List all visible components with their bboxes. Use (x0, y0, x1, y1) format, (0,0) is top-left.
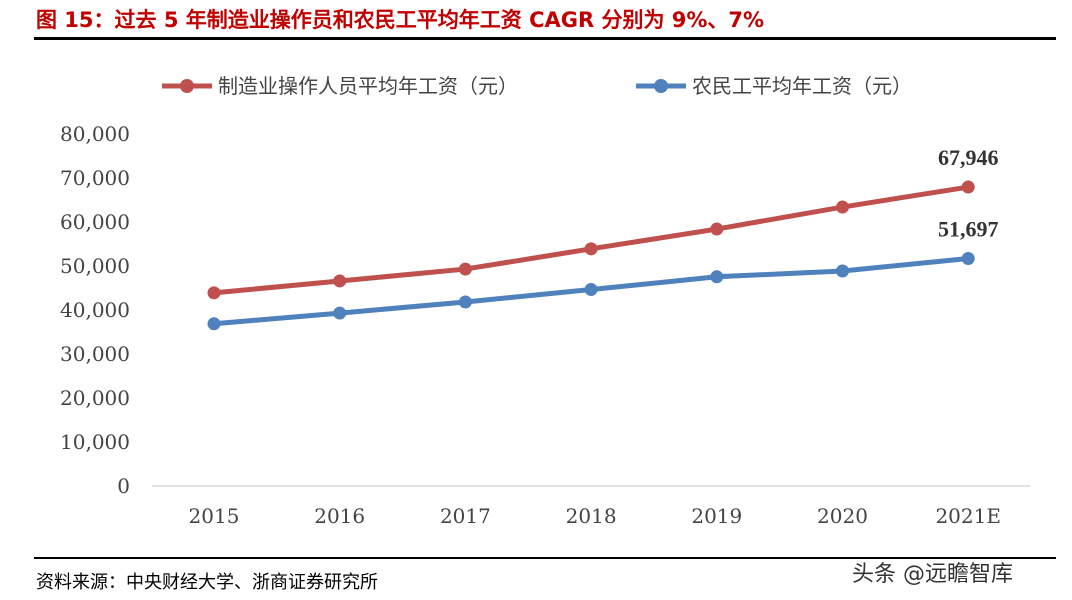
data-point (710, 222, 724, 236)
data-point (458, 295, 472, 309)
series-line (213, 184, 969, 296)
y-tick-label: 60,000 (60, 210, 130, 234)
data-point (836, 264, 849, 278)
x-tick-label: 2019 (691, 504, 742, 528)
data-point (333, 274, 347, 288)
data-point (207, 286, 221, 300)
data-point (584, 283, 598, 297)
x-tick-label: 2016 (314, 504, 365, 528)
y-tick-label: 80,000 (60, 122, 130, 146)
data-point (836, 200, 849, 214)
y-tick-label: 0 (117, 474, 130, 498)
legend-swatch-marker (180, 79, 194, 93)
x-tick-label: 2017 (440, 504, 491, 528)
watermark: 头条 @远瞻智库 (852, 562, 1013, 587)
y-tick-label: 50,000 (60, 254, 130, 278)
y-tick-label: 40,000 (60, 298, 130, 322)
x-tick-label: 2018 (566, 504, 617, 528)
x-tick-label: 2021E (935, 504, 1001, 528)
data-label: 51,697 (938, 217, 999, 242)
data-point (961, 180, 975, 194)
legend-label: 农民工平均年工资（元） (692, 74, 912, 98)
legend-label: 制造业操作人员平均年工资（元） (218, 74, 518, 98)
y-tick-label: 70,000 (60, 166, 130, 190)
x-tick-label: 2020 (817, 504, 868, 528)
title-rule (34, 37, 1056, 40)
source-note: 资料来源：中央财经大学、浙商证券研究所 (36, 572, 378, 593)
data-point (961, 252, 975, 266)
data-point (710, 270, 724, 284)
data-point (333, 306, 347, 320)
x-tick-label: 2015 (189, 504, 240, 528)
y-tick-label: 20,000 (60, 386, 130, 410)
chart-title: 图 15：过去 5 年制造业操作员和农民工平均年工资 CAGR 分别为 9%、7… (36, 8, 765, 32)
data-point (207, 317, 221, 331)
source-rule (34, 557, 1056, 559)
y-tick-label: 10,000 (60, 430, 130, 454)
data-point (458, 262, 472, 276)
y-tick-label: 30,000 (60, 342, 130, 366)
data-point (584, 242, 598, 256)
data-label: 67,946 (938, 145, 999, 170)
legend-swatch-marker (654, 79, 668, 93)
